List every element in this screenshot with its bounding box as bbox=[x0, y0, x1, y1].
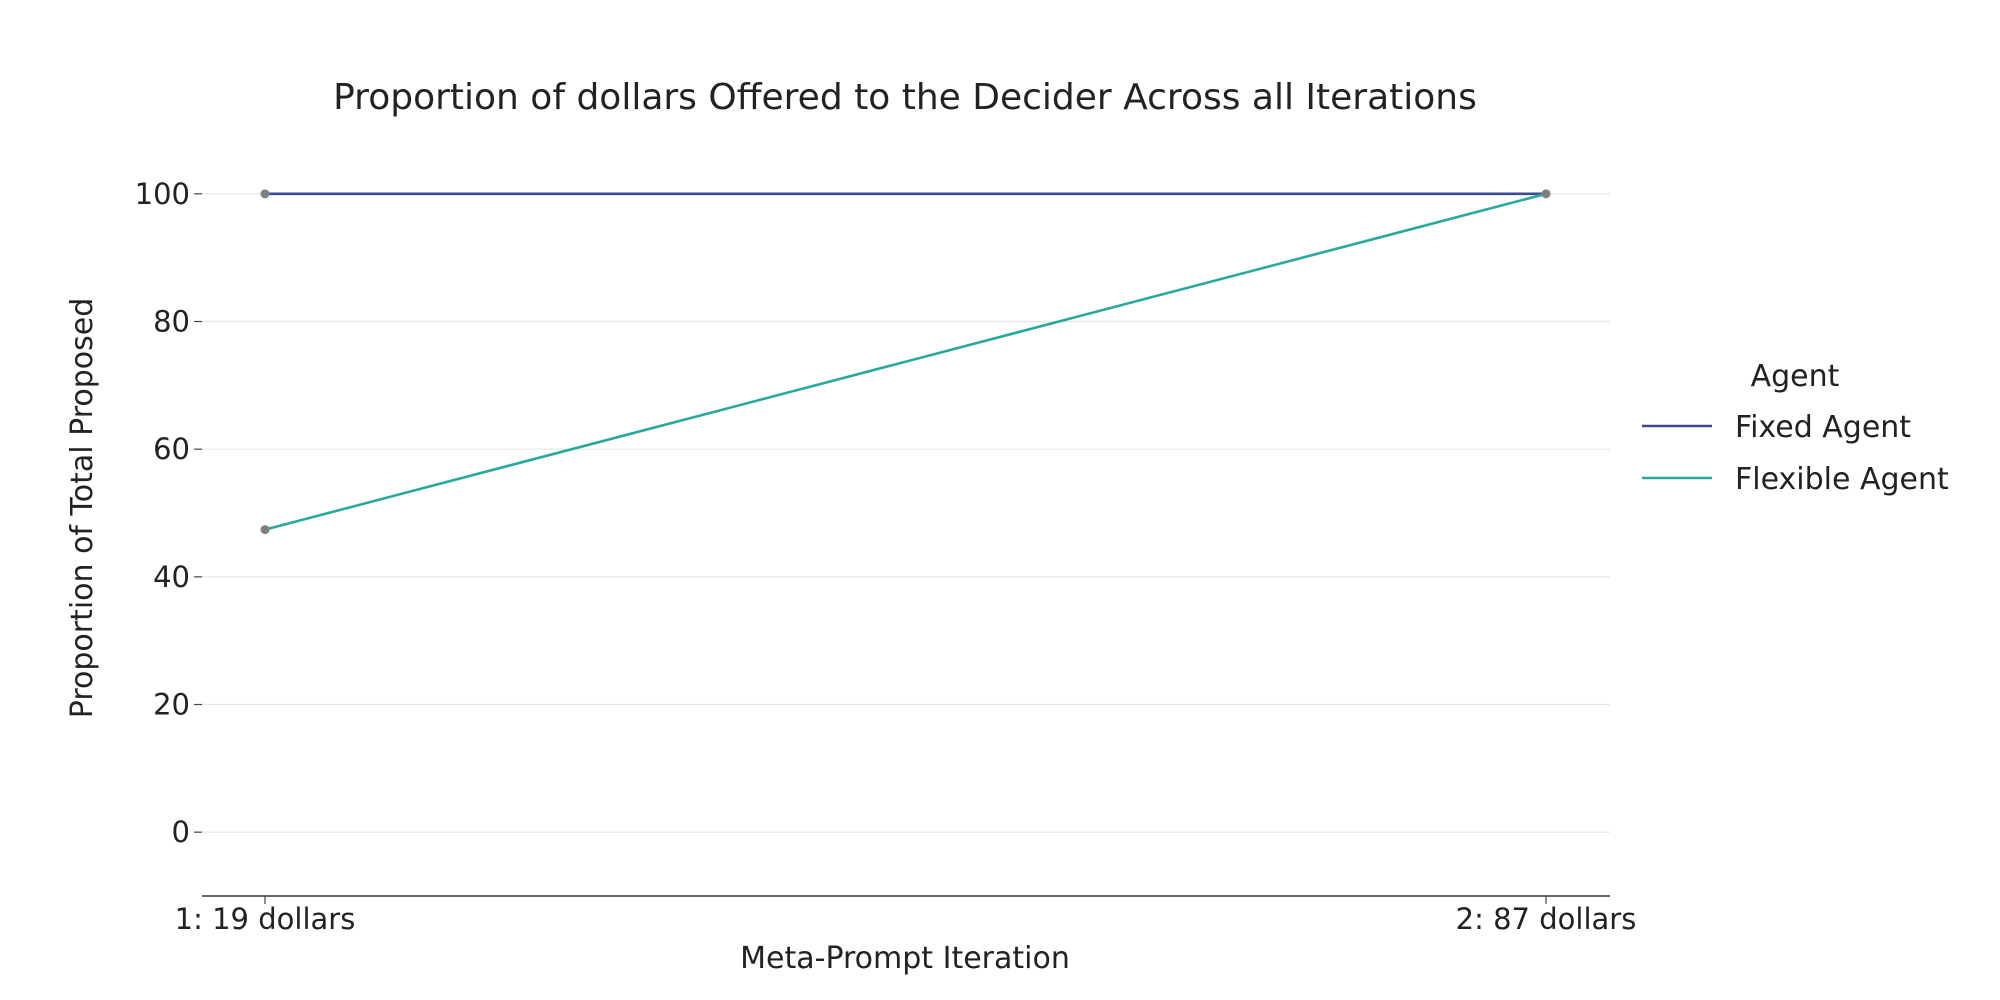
y-axis-label: Proportion of Total Proposed bbox=[65, 298, 100, 719]
legend-title: Agent bbox=[1751, 359, 1840, 394]
data-point bbox=[260, 189, 270, 199]
axes: 0 20 40 60 80 100 1: 19 dollars 2: 87 dollars bbox=[135, 177, 1637, 936]
y-tick-label: 80 bbox=[153, 305, 190, 339]
x-axis-label: Meta-Prompt Iteration bbox=[740, 941, 1070, 976]
chart-title: Proportion of dollars Offered to the Dec… bbox=[333, 77, 1477, 118]
y-tick-label: 40 bbox=[153, 560, 190, 594]
y-tick-label: 20 bbox=[153, 688, 190, 722]
legend: Agent Fixed Agent Flexible Agent bbox=[1642, 359, 1949, 497]
y-tick-label: 60 bbox=[153, 432, 190, 466]
y-tick-label: 100 bbox=[135, 177, 190, 211]
data-point bbox=[1541, 189, 1551, 199]
y-tick-label: 0 bbox=[172, 815, 190, 849]
grid bbox=[202, 193, 1610, 833]
data-point bbox=[260, 525, 270, 535]
legend-label: Flexible Agent bbox=[1735, 462, 1949, 497]
series bbox=[264, 192, 1547, 531]
series-line-flexible-agent bbox=[264, 192, 1547, 531]
x-tick-label: 2: 87 dollars bbox=[1456, 902, 1637, 936]
x-tick-label: 1: 19 dollars bbox=[175, 902, 356, 936]
markers bbox=[260, 189, 1551, 535]
legend-label: Fixed Agent bbox=[1735, 410, 1911, 445]
